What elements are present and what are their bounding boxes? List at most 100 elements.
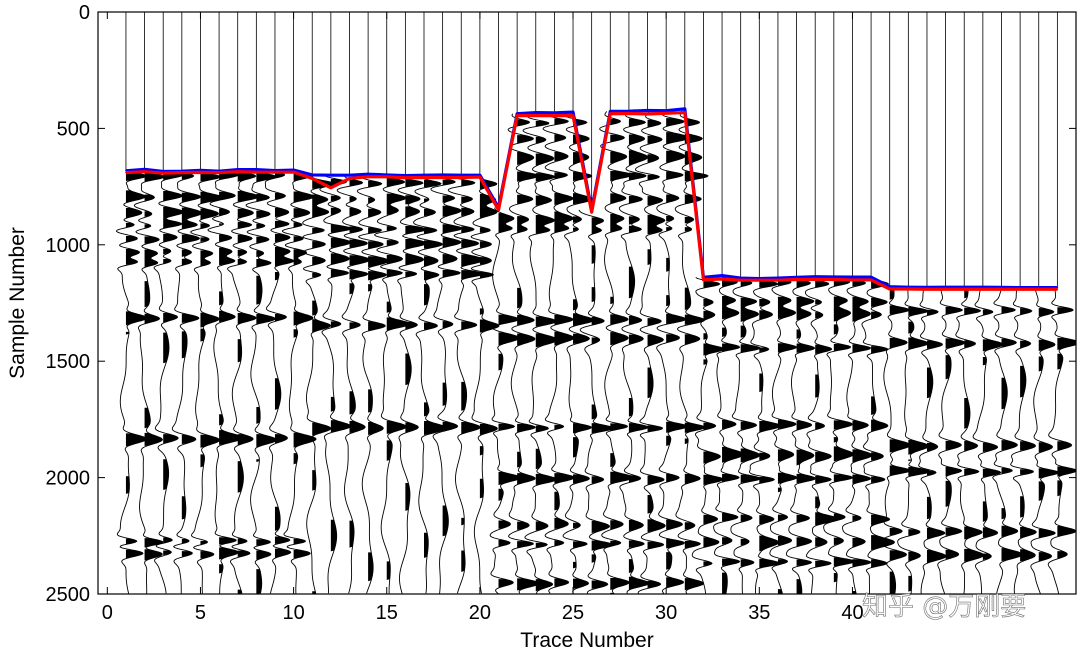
trace-17-fill — [424, 179, 448, 558]
pick-point-1-18 — [441, 176, 444, 179]
pick-point-0-29 — [646, 109, 649, 112]
pick-point-0-11 — [311, 174, 314, 176]
pick-point-1-47 — [982, 288, 984, 291]
trace-40 — [842, 276, 873, 594]
pick-point-1-14 — [367, 176, 369, 178]
trace-13 — [336, 174, 371, 594]
y-tick-label: 2500 — [46, 584, 91, 606]
pick-point-1-43 — [907, 288, 910, 290]
trace-39-fill — [833, 278, 855, 583]
trace-26 — [578, 209, 615, 594]
trace-1-fill — [125, 171, 148, 559]
pick-point-0-30 — [665, 109, 667, 112]
pick-point-0-18 — [441, 174, 444, 176]
pick-point-1-37 — [795, 278, 798, 281]
trace-20-fill — [479, 179, 499, 499]
pick-point-1-6 — [218, 171, 220, 174]
pick-point-1-46 — [963, 288, 966, 291]
pick-point-0-46 — [963, 286, 966, 288]
pick-point-0-5 — [199, 169, 202, 172]
trace-5 — [190, 169, 224, 594]
trace-37 — [785, 276, 817, 594]
pick-point-1-8 — [255, 171, 258, 173]
x-tick-label: 0 — [102, 602, 113, 624]
pick-point-0-2 — [143, 168, 146, 171]
pick-point-1-21 — [497, 209, 500, 211]
y-tick-label: 0 — [79, 2, 90, 24]
trace-28 — [618, 110, 650, 594]
pick-point-1-3 — [162, 172, 164, 174]
pick-point-0-34 — [739, 277, 742, 279]
trace-32 — [691, 277, 725, 594]
x-tick-label: 10 — [282, 602, 304, 624]
trace-30 — [656, 110, 690, 594]
pick-point-1-38 — [814, 278, 816, 281]
pick-point-1-26 — [590, 211, 593, 214]
trace-36 — [769, 277, 798, 594]
pick-point-1-19 — [460, 176, 463, 179]
trace-36-fill — [777, 279, 797, 594]
pick-point-1-15 — [385, 176, 388, 178]
plot-background — [98, 12, 1076, 594]
trace-2-fill — [144, 173, 165, 561]
trace-28-fill — [628, 118, 650, 590]
pick-point-1-27 — [609, 112, 612, 115]
trace-35 — [749, 278, 782, 594]
pick-point-0-40 — [851, 276, 854, 278]
pick-point-0-23 — [534, 111, 537, 114]
pick-point-1-42 — [888, 288, 891, 290]
pick-point-1-30 — [665, 112, 667, 115]
pick-point-1-51 — [1056, 288, 1059, 291]
pick-point-0-14 — [367, 173, 369, 176]
trace-48-fill — [1001, 306, 1023, 562]
trace-31-fill — [684, 119, 708, 591]
trace-4 — [171, 170, 203, 594]
pick-point-1-24 — [553, 114, 556, 117]
pick-point-1-23 — [534, 114, 537, 117]
trace-20 — [470, 175, 500, 594]
trace-14-fill — [368, 180, 389, 582]
pick-point-1-16 — [404, 176, 407, 179]
pick-point-0-47 — [982, 286, 984, 288]
pick-point-1-40 — [851, 279, 854, 281]
trace-25 — [562, 111, 595, 594]
trace-42 — [881, 286, 912, 594]
x-tick-label: 5 — [195, 602, 206, 624]
trace-37-fill — [796, 280, 816, 594]
pick-point-0-7 — [236, 168, 239, 171]
pick-point-1-7 — [236, 170, 239, 173]
pick-point-0-37 — [795, 276, 798, 279]
trace-10-fill — [293, 171, 317, 559]
pick-point-0-31 — [684, 108, 686, 110]
trace-35-fill — [759, 280, 781, 569]
trace-11 — [302, 174, 336, 594]
wiggle-traces — [115, 12, 1076, 594]
pick-point-0-38 — [814, 275, 816, 278]
pick-point-1-12 — [330, 186, 332, 189]
trace-24 — [542, 112, 575, 594]
y-tick-label: 500 — [57, 118, 90, 140]
pick-point-0-10 — [292, 169, 295, 171]
pick-point-0-39 — [833, 276, 835, 278]
x-axis-ticks: 0 5 10 15 20 25 30 35 40 — [102, 12, 864, 624]
pick-point-1-10 — [292, 171, 295, 173]
y-tick-label: 1500 — [46, 351, 91, 373]
x-tick-label: 30 — [655, 602, 677, 624]
pick-point-0-16 — [404, 174, 407, 177]
trace-1 — [115, 170, 148, 594]
trace-26-fill — [591, 217, 614, 589]
x-tick-label: 35 — [748, 602, 770, 624]
trace-32-fill — [703, 281, 725, 567]
trace-13-fill — [349, 179, 370, 548]
trace-8-fill — [256, 171, 277, 594]
trace-6-fill — [219, 171, 243, 574]
trace-48 — [992, 287, 1023, 594]
trace-23 — [522, 112, 559, 594]
pick-point-0-25 — [572, 111, 574, 113]
pick-point-1-11 — [311, 177, 314, 180]
pick-point-1-22 — [516, 114, 518, 117]
y-axis-ticks: 0 500 1000 1500 2000 2500 — [46, 2, 1076, 606]
trace-22 — [507, 113, 540, 594]
pick-point-1-31 — [684, 111, 686, 114]
